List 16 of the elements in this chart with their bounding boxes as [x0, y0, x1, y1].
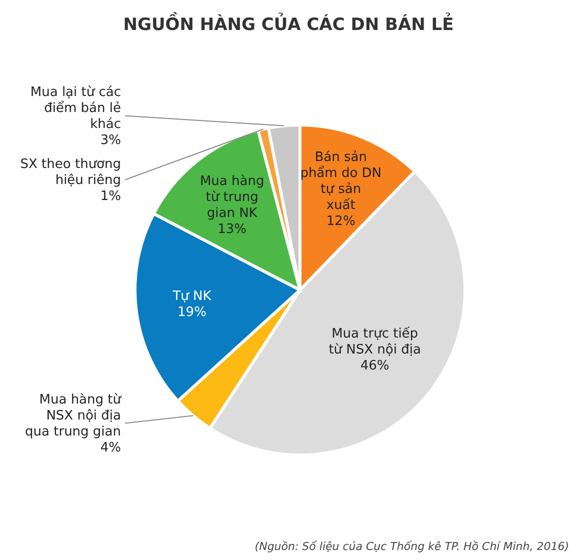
slice-label: Bán sản phẩm do DN tự sản xuất	[300, 150, 382, 214]
data-label: 1%	[100, 188, 121, 204]
data-label: 13%	[218, 222, 247, 237]
slice-label: Tự NK	[172, 288, 212, 304]
data-label: 12%	[326, 214, 356, 230]
slice-label: SX theo thương hiệu riêng	[20, 156, 121, 188]
slice-label: Mua lại từ các điểm bán lẻ khác	[30, 84, 121, 132]
slice-label: Mua hàng từ trung gian NK	[200, 174, 264, 221]
text: (Nguồn: Số liệu của Cục Thống kê TP. Hồ Chí Minh, 2016)	[254, 540, 569, 553]
chart-title: NGUỒN HÀNG CỦA CÁC DN BÁN LẺ	[123, 12, 454, 35]
data-label: 46%	[360, 358, 390, 374]
data-label: 19%	[178, 304, 206, 320]
data-label: 4%	[100, 440, 121, 456]
data-label: 3%	[100, 132, 121, 148]
slice-label: Mua trực tiếp từ NSX nội địa	[328, 326, 421, 358]
slice-label: Mua hàng từ NSX nội địa qua trung gian	[25, 392, 122, 440]
